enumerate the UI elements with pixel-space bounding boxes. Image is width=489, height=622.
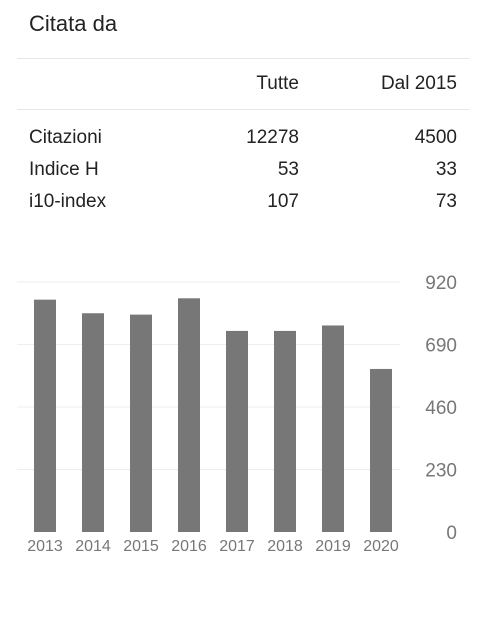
bar-2013[interactable] (34, 299, 56, 532)
row-all-h-index: 53 (277, 159, 299, 180)
row-since-i10-index: 73 (435, 191, 457, 212)
title-divider (17, 58, 469, 59)
x-tick-label: 2019 (315, 538, 351, 555)
y-tick-label: 920 (425, 273, 457, 294)
chart-bars (34, 298, 392, 532)
bar-2019[interactable] (322, 325, 344, 532)
row-all-citations: 12278 (246, 127, 299, 148)
x-tick-label: 2018 (267, 538, 303, 555)
header-all: Tutte (256, 73, 299, 94)
y-tick-label: 460 (425, 398, 457, 419)
chart-labels: 0 230 460 690 920 2013 2014 2015 2016 2017 2018 201… (27, 273, 457, 555)
row-label-i10-index: i10-index (29, 191, 107, 212)
x-tick-label: 2015 (123, 538, 159, 555)
row-since-h-index: 33 (435, 159, 457, 180)
row-label-h-index: Indice H (29, 159, 99, 180)
y-tick-label: 0 (446, 523, 457, 544)
bar-2018[interactable] (274, 330, 296, 532)
bar-2014[interactable] (82, 313, 104, 532)
bar-2015[interactable] (130, 314, 152, 532)
row-since-citations: 4500 (414, 127, 457, 148)
panel-title: Citata da (29, 11, 118, 36)
bar-2017[interactable] (226, 330, 248, 532)
x-tick-label: 2013 (27, 538, 63, 555)
x-tick-label: 2017 (219, 538, 255, 555)
y-tick-label: 230 (425, 461, 457, 482)
x-tick-label: 2016 (171, 538, 207, 555)
row-all-i10-index: 107 (267, 191, 299, 212)
x-tick-label: 2014 (75, 538, 111, 555)
x-tick-label: 2020 (363, 538, 399, 555)
header-since: Dal 2015 (380, 73, 457, 94)
bar-2016[interactable] (178, 298, 200, 532)
row-label-citations: Citazioni (29, 127, 102, 148)
header-divider (17, 109, 469, 110)
bar-2020[interactable] (370, 368, 392, 532)
y-tick-label: 690 (425, 336, 457, 357)
